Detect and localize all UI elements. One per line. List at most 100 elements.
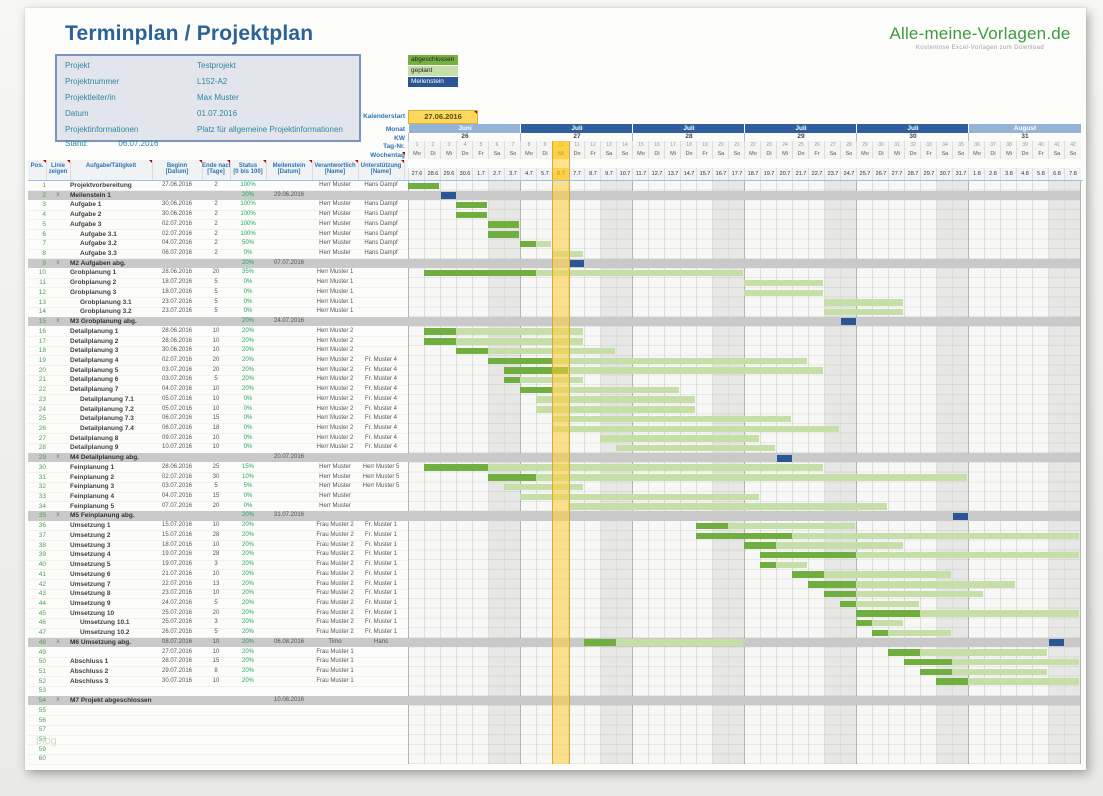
verantwortlich-cell[interactable]: Frau Muster 2 (316, 561, 354, 568)
task-name-cell[interactable]: Grobplanung 2 (70, 279, 117, 287)
weekday-cell[interactable]: Mo (968, 150, 985, 159)
task-name-cell[interactable]: M2 Aufgaben abg. (70, 259, 126, 267)
task-name-cell[interactable]: Feinplanung 3 (70, 483, 115, 491)
day-number-cell[interactable]: 26 (808, 141, 825, 150)
status-cell[interactable]: 0% (243, 493, 253, 500)
pos-cell[interactable]: 16 (38, 327, 46, 335)
task-name-cell[interactable]: Detailplanung 7 (70, 386, 119, 394)
beginn-cell[interactable]: 10.07.2016 (161, 444, 193, 451)
beginn-cell[interactable]: 04.07.2016 (161, 493, 193, 500)
task-name-cell[interactable]: Umsetzung 10.2 (80, 629, 130, 637)
weekday-cell[interactable]: Do (1016, 150, 1033, 159)
task-name-cell[interactable]: Meilenstein 1 (70, 191, 111, 199)
task-name-cell[interactable]: Detailplanung 1 (70, 327, 119, 335)
unterstuetzung-cell[interactable]: Fr. Muster 1 (364, 522, 397, 529)
beginn-cell[interactable]: 23.07.2016 (161, 308, 193, 315)
task-name-cell[interactable]: Detailplanung 2 (70, 337, 119, 345)
date-cell[interactable]: 27.7 (888, 168, 905, 180)
ende-nach-cell[interactable]: 10 (212, 541, 220, 548)
verantwortlich-cell[interactable]: Herr Muster (319, 220, 351, 227)
unterstuetzung-cell[interactable]: Hans Dampf (364, 230, 398, 237)
unterstuetzung-cell[interactable]: Fr. Muster 1 (364, 599, 397, 606)
status-cell[interactable]: 20% (241, 541, 254, 548)
task-name-cell[interactable]: Umsetzung 6 (70, 570, 111, 578)
beginn-cell[interactable]: 29.07.2016 (161, 668, 193, 674)
unterstuetzung-cell[interactable]: Herr Muster 5 (362, 483, 400, 490)
pos-cell[interactable]: 21 (38, 376, 46, 384)
task-name-cell[interactable]: M6 Umsetzung abg. (70, 638, 132, 646)
pos-cell[interactable]: 43 (38, 590, 46, 598)
status-cell[interactable]: 15% (241, 463, 254, 470)
weekday-cell[interactable]: Mi (440, 150, 457, 159)
verantwortlich-cell[interactable]: Herr Muster 2 (316, 405, 354, 412)
date-cell[interactable]: 16.7 (712, 168, 729, 180)
beginn-cell[interactable]: 03.07.2016 (161, 483, 193, 490)
linie-zeigen-cell[interactable]: x (56, 259, 60, 266)
date-cell[interactable]: 24.7 (840, 168, 857, 180)
ende-nach-cell[interactable]: 15 (212, 493, 220, 500)
column-header-pos[interactable]: Pos. (28, 160, 47, 180)
ende-nach-cell[interactable]: 2 (214, 201, 218, 208)
status-cell[interactable]: 20% (241, 648, 254, 655)
weekday-cell[interactable]: Sa (600, 150, 617, 159)
task-name-cell[interactable]: Detailplanung 5 (70, 366, 119, 374)
linie-zeigen-cell[interactable]: x (56, 318, 60, 325)
weekday-cell[interactable]: So (952, 150, 969, 159)
ende-nach-cell[interactable]: 5 (214, 288, 218, 295)
verantwortlich-cell[interactable]: Frau Muster 2 (316, 580, 354, 587)
status-cell[interactable]: 50% (241, 240, 254, 247)
pos-cell[interactable]: 4 (42, 211, 46, 219)
date-cell[interactable]: 3.8 (1000, 168, 1017, 180)
date-cell[interactable]: 27.6 (408, 168, 425, 180)
unterstuetzung-cell[interactable]: Fr. Muster 4 (364, 444, 397, 451)
pos-cell[interactable]: 53 (38, 687, 46, 695)
status-cell[interactable]: 0% (243, 288, 253, 295)
status-cell[interactable]: 10% (241, 473, 254, 480)
task-name-cell[interactable]: Detailplanung 4 (70, 356, 119, 364)
weekday-cell[interactable]: Fr (584, 150, 601, 159)
task-name-cell[interactable]: Abschluss 1 (70, 658, 109, 666)
day-number-cell[interactable]: 34 (936, 141, 953, 150)
date-cell[interactable]: 5.7 (536, 168, 553, 180)
weekday-cell[interactable]: Mi (664, 150, 681, 159)
task-name-cell[interactable]: Feinplanung 4 (70, 493, 115, 501)
ende-nach-cell[interactable]: 5 (214, 298, 218, 305)
day-number-cell[interactable]: 29 (856, 141, 873, 150)
beginn-cell[interactable]: 19.07.2016 (161, 551, 193, 558)
verantwortlich-cell[interactable]: Herr Muster 2 (316, 386, 354, 393)
beginn-cell[interactable]: 28.07.2016 (161, 658, 193, 665)
weekday-cell[interactable]: Mo (856, 150, 873, 159)
status-cell[interactable]: 20% (241, 658, 254, 665)
verantwortlich-cell[interactable]: Frau Muster 2 (316, 531, 354, 538)
column-header-name[interactable]: Aufgabe/Tätigkeit (70, 160, 153, 180)
verantwortlich-cell[interactable]: Herr Muster 1 (316, 269, 354, 276)
verantwortlich-cell[interactable]: Herr Muster 2 (316, 425, 354, 431)
pos-cell[interactable]: 34 (38, 502, 46, 510)
pos-cell[interactable]: 32 (38, 483, 46, 491)
calendar-week-27[interactable]: 27 (520, 133, 633, 141)
ende-nach-cell[interactable]: 10 (212, 347, 220, 354)
weekday-cell[interactable]: Do (456, 150, 473, 159)
status-cell[interactable]: 0% (243, 502, 253, 509)
beginn-cell[interactable]: 30.07.2016 (161, 677, 193, 684)
pos-cell[interactable]: 49 (38, 648, 46, 656)
day-number-cell[interactable]: 25 (792, 141, 809, 150)
beginn-cell[interactable]: 03.07.2016 (161, 376, 193, 383)
task-name-cell[interactable]: Detailplanung 7.1 (80, 395, 134, 403)
info-value[interactable]: Platz für allgemeine Projektinformatione… (197, 125, 343, 134)
day-number-cell[interactable]: 13 (600, 141, 617, 150)
date-cell[interactable]: 6.8 (1048, 168, 1065, 180)
status-cell[interactable]: 20% (241, 677, 254, 684)
date-cell[interactable]: 15.7 (696, 168, 713, 180)
day-number-cell[interactable]: 18 (680, 141, 697, 150)
date-cell[interactable]: 26.7 (872, 168, 889, 180)
status-cell[interactable]: 20% (241, 356, 254, 363)
ende-nach-cell[interactable]: 30 (212, 473, 220, 480)
ende-nach-cell[interactable]: 18 (212, 425, 220, 431)
beginn-cell[interactable]: 23.07.2016 (161, 590, 193, 597)
column-header-linie[interactable]: Linie zeigen (46, 160, 71, 180)
weekday-cell[interactable]: Fr (696, 150, 713, 159)
pos-cell[interactable]: 45 (38, 609, 46, 617)
unterstuetzung-cell[interactable]: Fr. Muster 4 (364, 425, 397, 431)
weekday-cell[interactable]: So (840, 150, 857, 159)
